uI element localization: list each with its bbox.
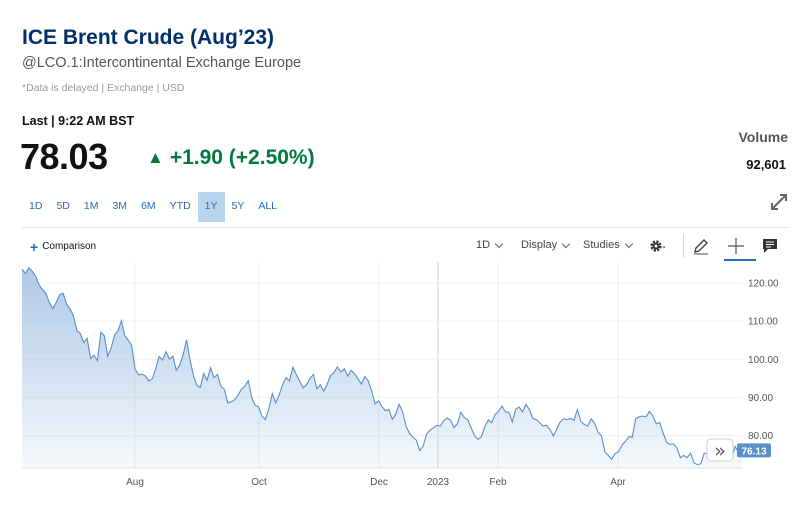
range-tab-5d[interactable]: 5D xyxy=(56,200,70,212)
studies-dropdown[interactable]: Studies xyxy=(583,239,633,251)
scroll-latest-button[interactable] xyxy=(706,438,734,462)
range-tab-3m[interactable]: 3M xyxy=(112,200,128,212)
range-tab-6m[interactable]: 6M xyxy=(141,200,156,212)
price-change-value: +1.90 (+2.50%) xyxy=(169,146,315,169)
crosshair-icon[interactable] xyxy=(726,236,746,256)
x-tick-label: Apr xyxy=(610,477,626,488)
expand-icon[interactable] xyxy=(769,192,789,212)
chevron-down-icon xyxy=(494,239,504,248)
exchange-subtitle: @LCO.1:Intercontinental Exchange Europe xyxy=(22,55,302,71)
x-tick-label: Feb xyxy=(489,477,507,488)
chevron-down-icon xyxy=(624,239,633,248)
x-tick-label: Aug xyxy=(126,477,144,488)
plus-icon: + xyxy=(30,238,39,255)
chevron-down-icon xyxy=(561,239,571,248)
price-area xyxy=(22,267,742,468)
range-tab-1d[interactable]: 1D xyxy=(29,200,43,212)
last-value-badge xyxy=(737,443,771,458)
y-tick-label: 80.00 xyxy=(748,431,773,442)
interval-label: 1D xyxy=(476,239,491,251)
last-trade-time: Last | 9:22 AM BST xyxy=(22,114,135,128)
crosshair-active-indicator xyxy=(724,259,756,261)
last-price: 78.03 xyxy=(20,136,108,177)
volume-label: Volume xyxy=(738,129,788,145)
x-tick-label: 2023 xyxy=(427,477,450,488)
comparison-button[interactable]: + Comparison xyxy=(30,238,97,255)
pencil-icon[interactable] xyxy=(691,236,711,256)
price-change: ▲ +1.90 (+2.50%) xyxy=(147,146,315,170)
y-tick-label: 90.00 xyxy=(748,393,773,404)
price-chart[interactable]: Aug Oct Dec 2023 Feb Apr 120.00 110.00 100.00 90.… xyxy=(0,262,803,511)
interval-dropdown[interactable]: 1D xyxy=(476,239,504,251)
double-chevron-right-icon[interactable]: » xyxy=(714,440,726,462)
x-tick-label: Dec xyxy=(370,477,388,488)
range-tab-all[interactable]: ALL xyxy=(258,200,278,212)
data-disclaimer: *Data is delayed | Exchange | USD xyxy=(22,82,185,94)
page-title: ICE Brent Crude (Aug’23) xyxy=(22,26,275,49)
range-tab-1y[interactable]: 1Y xyxy=(197,192,225,222)
studies-label: Studies xyxy=(583,239,620,251)
price-line xyxy=(21,266,743,466)
gear-icon[interactable] xyxy=(647,236,667,256)
display-dropdown[interactable]: Display xyxy=(521,239,571,251)
last-value-label: 76.13 xyxy=(741,446,766,457)
toolbar-separator xyxy=(683,234,684,258)
y-tick-label: 110.00 xyxy=(748,317,778,328)
comparison-label: Comparison xyxy=(42,241,97,252)
volume-value: 92,601 xyxy=(746,157,786,172)
range-tab-ytd[interactable]: YTD xyxy=(169,200,191,212)
display-label: Display xyxy=(521,239,558,251)
y-tick-label: 120.00 xyxy=(748,278,779,289)
range-tab-5y[interactable]: 5Y xyxy=(231,200,245,212)
toolbar-divider xyxy=(22,227,788,228)
y-tick-label: 100.00 xyxy=(748,355,779,366)
comment-icon[interactable] xyxy=(760,236,780,256)
range-tab-1m[interactable]: 1M xyxy=(83,200,99,212)
up-arrow-icon: ▲ xyxy=(147,148,164,167)
x-tick-label: Oct xyxy=(251,477,267,488)
time-range-tabs: 1D 5D 1M 3M 6M YTD 1Y 5Y ALL xyxy=(22,192,284,222)
